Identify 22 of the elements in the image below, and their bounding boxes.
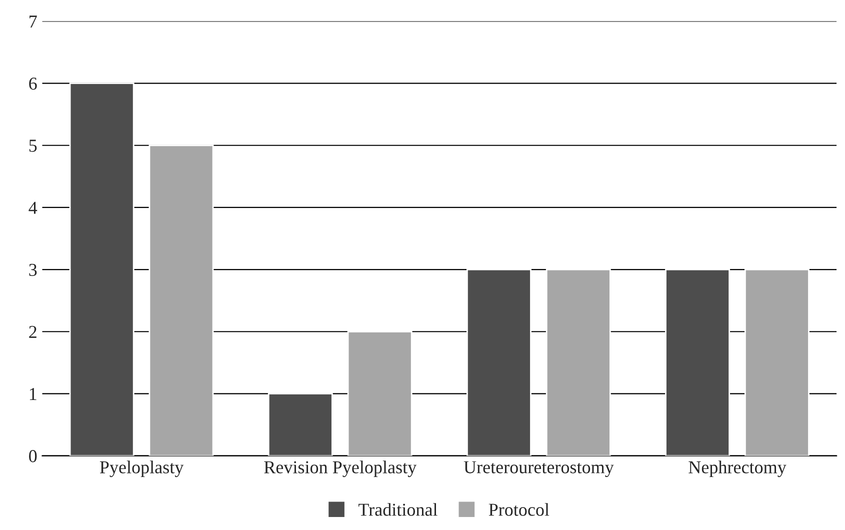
bar <box>148 144 214 456</box>
x-tick-label: Pyeloplasty <box>100 460 184 478</box>
legend-label: Protocol <box>488 503 550 516</box>
y-tick-label: 6 <box>29 78 37 90</box>
bar <box>69 82 134 456</box>
x-tick-label: Nephrectomy <box>688 460 786 478</box>
bar <box>744 268 810 456</box>
y-tick-label: 3 <box>29 264 37 276</box>
y-tick-label: 4 <box>28 202 38 214</box>
bar <box>347 330 412 456</box>
bar <box>546 268 611 456</box>
bar <box>466 268 532 456</box>
y-tick-label: 0 <box>29 450 37 462</box>
x-tick-label: Ureteroureterostomy <box>464 461 614 478</box>
y-tick-label: 1 <box>30 388 36 400</box>
y-tick-label: 5 <box>29 140 37 152</box>
legend-label: Traditional <box>358 503 438 516</box>
bar <box>268 393 333 456</box>
y-tick-label: 2 <box>29 326 36 338</box>
y-tick-label: 7 <box>30 16 37 28</box>
x-tick-label: Revision Pyeloplasty <box>264 460 417 478</box>
bar <box>665 268 730 456</box>
